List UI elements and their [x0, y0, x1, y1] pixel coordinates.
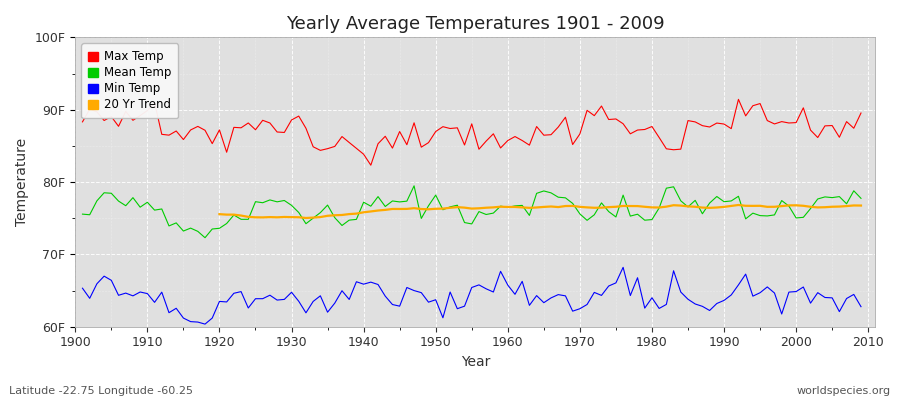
Min Temp [344, 297, 355, 302]
Max Temp [135, 113, 146, 118]
Mean Temp [135, 205, 146, 210]
20 Yr Trend [856, 203, 867, 208]
20 Yr Trend [214, 212, 225, 216]
Min Temp [509, 292, 520, 297]
20 Yr Trend [668, 203, 679, 208]
Min Temp [77, 286, 88, 291]
Min Temp [301, 310, 311, 315]
Max Temp [733, 97, 743, 102]
Max Temp [596, 104, 607, 108]
Text: worldspecies.org: worldspecies.org [796, 386, 891, 396]
20 Yr Trend [733, 202, 743, 207]
Mean Temp [856, 196, 867, 201]
Legend: Max Temp, Mean Temp, Min Temp, 20 Yr Trend: Max Temp, Mean Temp, Min Temp, 20 Yr Tre… [81, 43, 178, 118]
Max Temp [856, 111, 867, 116]
Mean Temp [509, 204, 520, 208]
20 Yr Trend [308, 215, 319, 220]
Line: Min Temp: Min Temp [83, 267, 861, 324]
Min Temp [502, 283, 513, 288]
Mean Temp [200, 235, 211, 240]
20 Yr Trend [777, 204, 788, 208]
Line: Mean Temp: Mean Temp [83, 186, 861, 238]
Mean Temp [344, 218, 355, 222]
20 Yr Trend [762, 204, 773, 209]
20 Yr Trend [416, 207, 427, 212]
Mean Temp [517, 203, 527, 208]
Min Temp [596, 293, 607, 298]
Title: Yearly Average Temperatures 1901 - 2009: Yearly Average Temperatures 1901 - 2009 [286, 15, 665, 33]
Mean Temp [77, 212, 88, 216]
Mean Temp [603, 209, 614, 214]
Min Temp [617, 265, 628, 270]
20 Yr Trend [842, 204, 852, 208]
Line: Max Temp: Max Temp [83, 99, 861, 165]
Min Temp [856, 304, 867, 309]
Mean Temp [409, 184, 419, 188]
Min Temp [200, 322, 211, 326]
Max Temp [77, 120, 88, 124]
Line: 20 Yr Trend: 20 Yr Trend [220, 205, 861, 218]
Max Temp [502, 138, 513, 143]
Max Temp [365, 163, 376, 168]
Y-axis label: Temperature: Temperature [15, 138, 29, 226]
Text: Latitude -22.75 Longitude -60.25: Latitude -22.75 Longitude -60.25 [9, 386, 193, 396]
20 Yr Trend [301, 216, 311, 220]
X-axis label: Year: Year [461, 355, 490, 369]
Max Temp [337, 134, 347, 139]
Min Temp [135, 290, 146, 294]
Max Temp [509, 134, 520, 139]
Mean Temp [301, 221, 311, 226]
Max Temp [293, 114, 304, 118]
